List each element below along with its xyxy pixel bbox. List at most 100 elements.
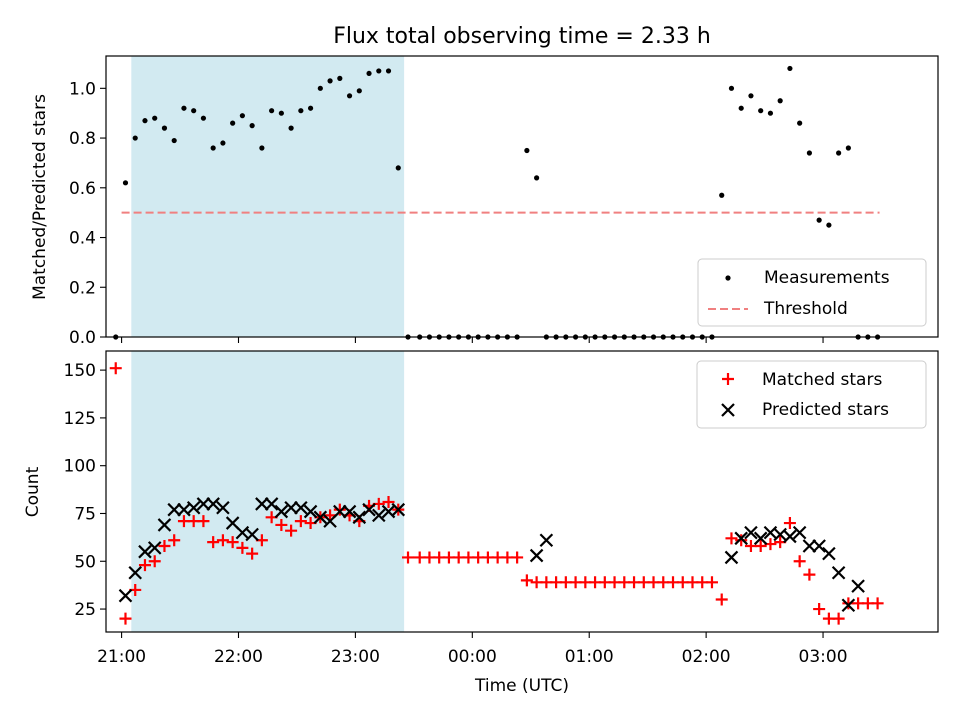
measurement-point (239, 113, 245, 119)
matched-stars-points (109, 362, 884, 625)
matched-stars-point (715, 593, 728, 606)
measurement-point (181, 105, 187, 111)
bottom-legend-box (696, 360, 927, 429)
top-x-ticks (121, 337, 824, 343)
observing-span-top (131, 56, 405, 337)
measurement-point (298, 108, 304, 114)
predicted-stars-point (118, 588, 133, 603)
matched-stars-point (168, 534, 181, 547)
x-tick-label: 02:00 (682, 647, 731, 667)
measurement-point (524, 147, 530, 154)
predicted-stars-point (313, 510, 328, 525)
x-tick-label: 21:00 (97, 647, 146, 667)
measurement-point (797, 120, 803, 126)
legend-predicted-label: Predicted stars (762, 400, 889, 420)
y-tick-label: 100 (64, 457, 96, 477)
legend-threshold-label: Threshold (763, 299, 848, 319)
matched-stars-point (109, 362, 122, 375)
bottom-axes-frame (105, 350, 939, 633)
predicted-stars-point (539, 533, 554, 548)
matched-stars-point (207, 536, 220, 549)
measurement-point (719, 192, 725, 198)
measurement-point (278, 110, 284, 116)
matched-stars-point (783, 517, 796, 530)
matched-stars-point (294, 515, 307, 528)
measurement-point (767, 110, 774, 116)
x-tick-label: 22:00 (214, 647, 263, 667)
matched-stars-point (382, 496, 395, 509)
predicted-stars-point (245, 527, 259, 542)
matched-stars-point (520, 574, 533, 587)
y-tick-label: 0.2 (69, 278, 96, 298)
measurement-point (395, 165, 401, 171)
chart-title: Flux total observing time = 2.33 h (333, 24, 711, 49)
predicted-stars-points (118, 497, 865, 613)
measurement-point (269, 108, 275, 114)
measurement-point (152, 115, 158, 121)
measurement-point (385, 68, 392, 74)
predicted-stars-point (753, 531, 768, 546)
bottom-panel: 25 50 75 100 125 150 21:00 22:00 23:00 00:00 01:0… (23, 350, 939, 696)
predicted-stars-point (792, 525, 807, 540)
measurement-point (826, 222, 832, 228)
measurement-point (758, 108, 764, 114)
predicted-stars-point (802, 539, 817, 553)
measurement-point (356, 88, 362, 94)
x-tick-label: 23:00 (331, 647, 380, 667)
predicted-stars-point (724, 550, 739, 565)
predicted-stars-point (186, 500, 201, 515)
matched-stars-point (285, 524, 298, 537)
measurement-point (230, 120, 236, 126)
predicted-stars-point (264, 497, 279, 511)
predicted-stars-point (529, 548, 544, 563)
predicted-stars-point (744, 525, 758, 540)
bottom-x-ticks: 21:00 22:00 23:00 00:00 01:00 02:00 03:00 (97, 632, 848, 667)
top-legend: Measurements Threshold (697, 258, 927, 327)
y-tick-label: 125 (64, 409, 96, 429)
y-tick-label: 50 (74, 552, 96, 572)
x-tick-label: 00:00 (448, 647, 497, 667)
matched-stars-point (511, 551, 524, 564)
top-legend-box (697, 258, 927, 327)
legend-measurements-marker (725, 275, 731, 281)
measurement-point (376, 68, 382, 74)
predicted-stars-point (167, 502, 181, 517)
y-tick-label: 150 (64, 361, 96, 381)
y-tick-label: 25 (74, 600, 96, 620)
predicted-stars-point (294, 500, 308, 515)
measurement-point (836, 150, 842, 156)
predicted-stars-point (147, 541, 162, 555)
matched-stars-point (813, 603, 826, 616)
predicted-stars-point (812, 539, 826, 553)
matched-stars-point (246, 547, 259, 560)
measurement-point (787, 65, 793, 72)
measurement-point (220, 140, 226, 146)
matched-stars-point (754, 539, 767, 552)
measurement-point (288, 125, 294, 131)
matched-stars-point (158, 539, 171, 552)
measurement-point (210, 145, 216, 151)
measurement-point (777, 98, 783, 104)
measurement-point (534, 175, 540, 181)
predicted-stars-point (303, 504, 318, 519)
matched-stars-point (735, 534, 748, 547)
matched-stars-point (333, 503, 346, 516)
measurement-point (816, 217, 822, 223)
predicted-stars-point (284, 500, 298, 515)
y-tick-label: 0.4 (69, 229, 96, 249)
predicted-stars-point (342, 504, 357, 519)
measurement-point (171, 137, 177, 144)
matched-stars-point (216, 534, 229, 547)
predicted-stars-point (362, 502, 376, 517)
bottom-y-axis-label: Count (23, 466, 43, 517)
x-axis-label: Time (UTC) (474, 676, 569, 696)
legend-matched-marker (722, 373, 734, 385)
measurement-point (200, 115, 207, 121)
top-panel: 0.0 0.2 0.4 0.6 0.8 1.0 Matched/Predicted sta… (30, 55, 939, 348)
matched-stars-point (793, 555, 806, 568)
measurement-point (259, 145, 265, 151)
measurement-point (728, 85, 735, 91)
measurement-point (191, 108, 197, 114)
predicted-stars-point (333, 504, 347, 519)
